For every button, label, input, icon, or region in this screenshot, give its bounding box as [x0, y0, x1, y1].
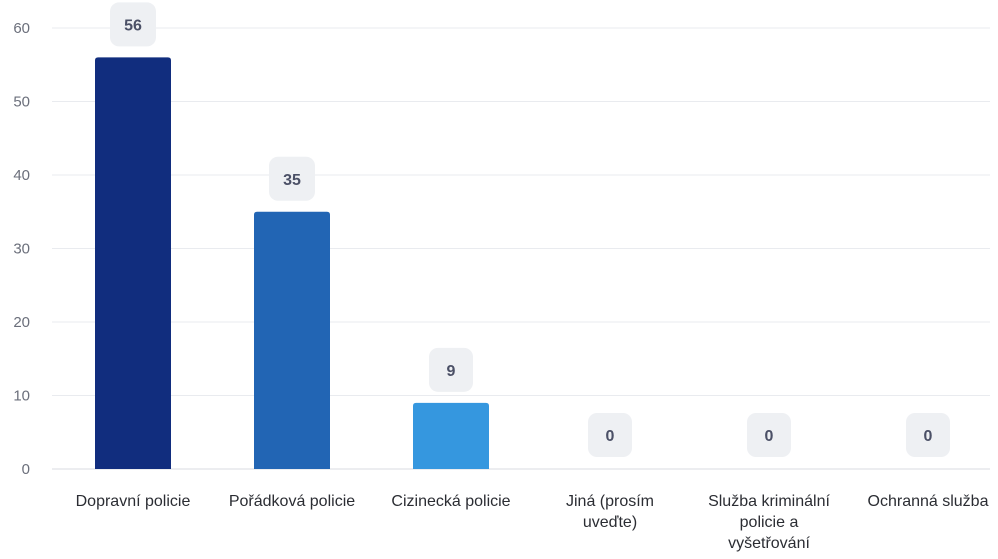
y-tick-label: 40 — [13, 167, 30, 184]
x-category-label: Cizinecká policie — [391, 493, 510, 510]
value-label: 0 — [924, 428, 933, 445]
value-label-badge — [110, 2, 156, 47]
x-category-label: Jiná (prosím uveďte) — [566, 493, 654, 531]
bar-3[interactable] — [413, 402, 489, 469]
value-label: 0 — [606, 428, 615, 445]
value-label-badge — [906, 413, 950, 457]
x-category-label-line: Jiná (prosím — [566, 493, 654, 510]
x-category-label: Pořádková policie — [229, 493, 355, 510]
y-tick-label: 0 — [22, 461, 30, 478]
y-axis: 0 10 20 30 40 50 60 — [13, 20, 30, 478]
y-tick-label: 20 — [13, 314, 30, 331]
x-category-label: Služba kriminální policie a vyšetřování — [708, 493, 830, 552]
x-category-label-line: policie a — [740, 514, 799, 531]
bar-1[interactable] — [95, 57, 171, 470]
value-label: 56 — [124, 17, 142, 34]
x-category-label-line: Cizinecká policie — [391, 493, 510, 510]
bars — [95, 57, 489, 470]
x-category-label-line: vyšetřování — [728, 535, 810, 552]
value-label-badge — [588, 413, 632, 457]
gridlines — [52, 27, 990, 470]
x-category-label-line: Služba kriminální — [708, 493, 830, 510]
value-label: 9 — [447, 363, 456, 380]
y-tick-label: 50 — [13, 94, 30, 111]
x-category-label: Ochranná služba — [868, 493, 989, 510]
y-tick-label: 30 — [13, 241, 30, 258]
value-label-badge — [747, 413, 791, 457]
y-tick-label: 60 — [13, 20, 30, 37]
x-axis: Dopravní policie Pořádková policie Cizinec… — [76, 493, 989, 552]
value-label: 35 — [283, 172, 301, 189]
value-label: 0 — [765, 428, 774, 445]
x-category-label-line: Ochranná služba — [868, 493, 989, 510]
x-category-label-line: Pořádková policie — [229, 493, 355, 510]
y-tick-label: 10 — [13, 388, 30, 405]
x-category-label: Dopravní policie — [76, 493, 191, 510]
value-labels: 56 35 9 0 0 0 — [110, 2, 950, 457]
x-category-label-line: uveďte) — [583, 514, 637, 531]
x-category-label-line: Dopravní policie — [76, 493, 191, 510]
value-label-badge — [269, 156, 315, 201]
bar-2[interactable] — [254, 211, 330, 469]
value-label-badge — [429, 347, 473, 392]
